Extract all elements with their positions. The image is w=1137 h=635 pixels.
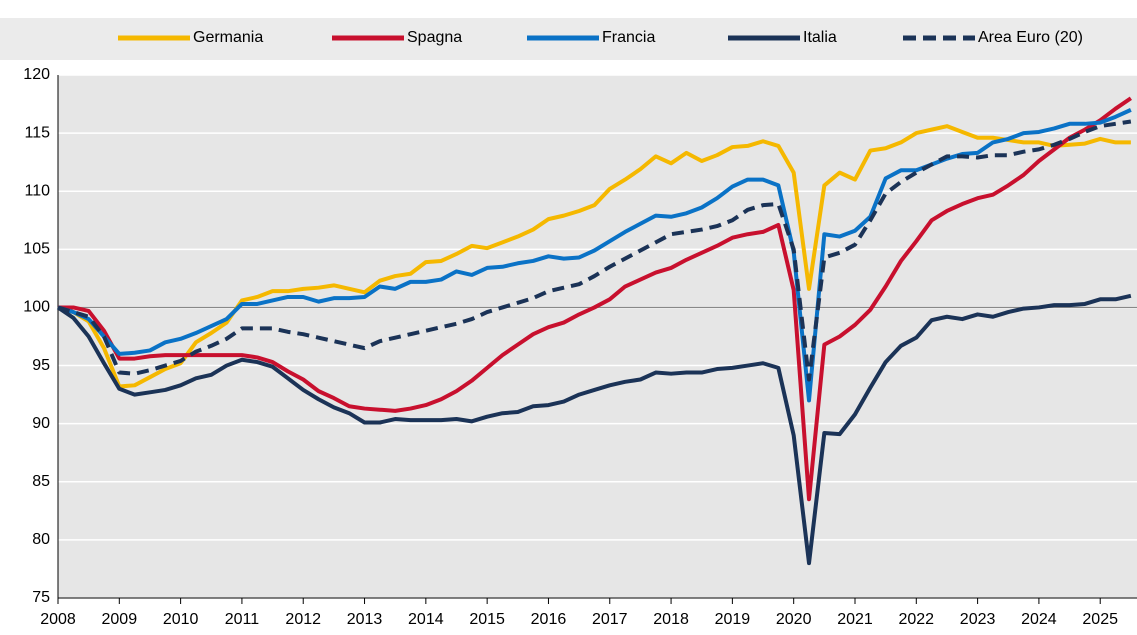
x-tick-label: 2016	[531, 611, 567, 628]
x-tick-label: 2011	[225, 611, 260, 628]
x-tick-label: 2021	[837, 611, 873, 628]
y-tick-label: 105	[23, 241, 50, 258]
x-tick-label: 2013	[347, 611, 383, 628]
legend-label: Italia	[803, 29, 837, 46]
y-tick-label: 120	[23, 66, 50, 83]
legend-label: Spagna	[407, 29, 462, 46]
x-tick-label: 2018	[653, 611, 689, 628]
y-tick-label: 115	[24, 124, 50, 141]
plot-background	[58, 75, 1137, 598]
series-line	[57, 119, 1132, 382]
x-tick-label: 2014	[408, 611, 444, 628]
x-tick-label: 2008	[40, 611, 76, 628]
x-tick-label: 2015	[469, 611, 505, 628]
y-tick-label: 75	[32, 589, 50, 606]
series-line	[56, 293, 1132, 566]
series-line	[58, 96, 1132, 502]
x-tick-label: 2022	[898, 611, 934, 628]
x-tick-label: 2024	[1021, 611, 1057, 628]
x-tick-label: 2025	[1082, 611, 1118, 628]
y-tick-label: 100	[23, 299, 50, 316]
x-tick-label: 2020	[776, 611, 812, 628]
x-tick-label: 2009	[102, 611, 138, 628]
legend-label: Francia	[602, 29, 655, 46]
x-tick-label: 2019	[715, 611, 751, 628]
series-line	[57, 108, 1132, 403]
x-tick-label: 2017	[592, 611, 628, 628]
y-tick-label: 90	[32, 415, 50, 432]
y-tick-label: 80	[32, 531, 50, 548]
x-tick-label: 2010	[163, 611, 199, 628]
x-tick-label: 2012	[285, 611, 321, 628]
y-tick-label: 85	[32, 473, 50, 490]
legend-label: Area Euro (20)	[978, 29, 1083, 46]
y-tick-label: 95	[32, 357, 50, 374]
x-tick-label: 2023	[960, 611, 996, 628]
legend-label: Germania	[193, 29, 263, 46]
y-tick-label: 110	[24, 182, 50, 199]
